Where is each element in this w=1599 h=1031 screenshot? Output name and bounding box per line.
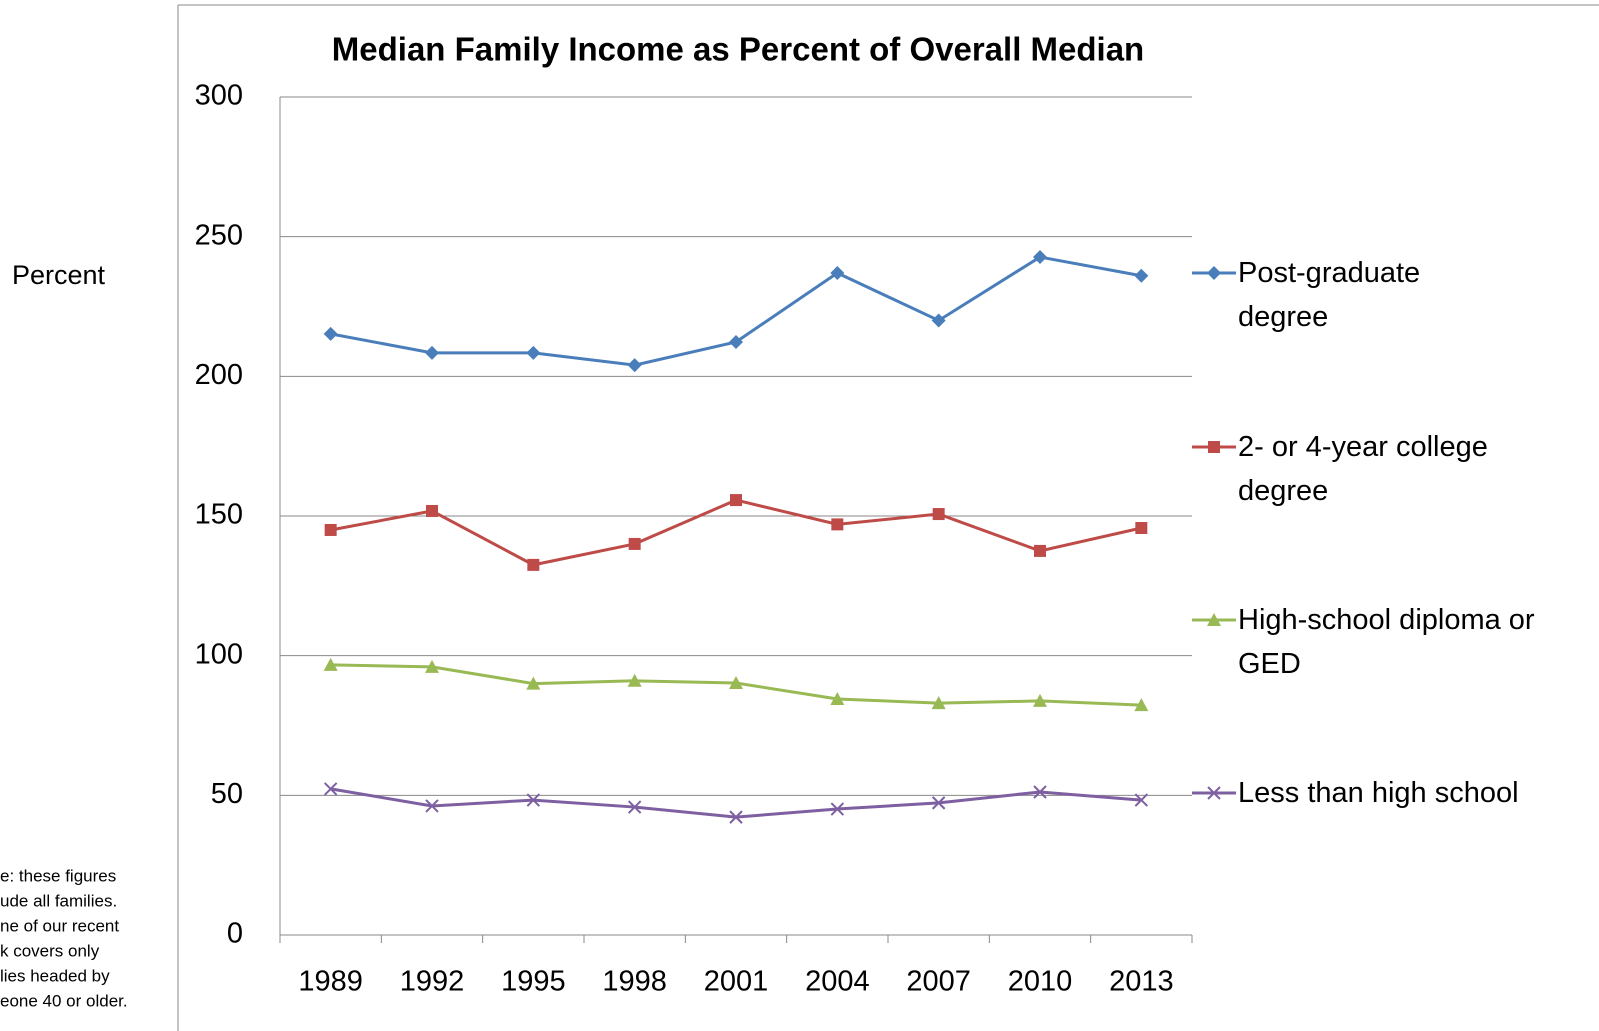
- y-tick-label: 100: [195, 638, 243, 670]
- marker: [729, 334, 743, 349]
- marker: [729, 810, 743, 824]
- y-tick-label: 150: [195, 499, 243, 531]
- chart-title: Median Family Income as Percent of Overa…: [332, 31, 1144, 68]
- marker: [831, 518, 844, 531]
- y-tick-label: 300: [195, 80, 243, 112]
- marker: [425, 345, 439, 360]
- x-tick-label: 2010: [1008, 966, 1073, 998]
- series-line: [330, 787, 1142, 819]
- marker: [830, 691, 845, 705]
- x-tick-label: 1995: [501, 966, 566, 998]
- marker: [1207, 613, 1221, 626]
- marker: [527, 558, 540, 571]
- marker: [1033, 693, 1047, 707]
- x-tick-label: 2004: [805, 966, 870, 998]
- y-tick-label: 250: [195, 219, 243, 251]
- x-tick-label: 2013: [1109, 966, 1174, 998]
- marker: [426, 504, 438, 517]
- marker: [931, 313, 946, 328]
- marker: [830, 802, 845, 816]
- marker: [730, 494, 742, 507]
- marker: [932, 508, 945, 521]
- marker: [425, 659, 439, 673]
- marker: [526, 676, 541, 690]
- marker: [931, 796, 946, 810]
- marker: [1134, 793, 1149, 807]
- marker: [1134, 698, 1149, 712]
- series-line: [330, 498, 1142, 567]
- marker: [1207, 786, 1221, 800]
- marker: [627, 800, 642, 814]
- note-line: k covers only: [0, 941, 100, 960]
- marker: [323, 657, 338, 671]
- legend-label: High-school diploma or GED: [1238, 604, 1535, 680]
- x-tick-label: 2007: [906, 966, 971, 998]
- marker: [323, 782, 338, 796]
- marker: [324, 523, 337, 536]
- marker: [627, 358, 642, 373]
- marker: [1033, 785, 1047, 799]
- note-line: lies headed by: [0, 966, 110, 985]
- marker: [1207, 266, 1221, 280]
- marker: [1033, 250, 1047, 265]
- y-tick-label: 50: [211, 778, 243, 810]
- note-line: ude all families.: [0, 891, 117, 910]
- x-tick-label: 1998: [602, 966, 667, 998]
- note-line: e: these figures: [0, 866, 116, 885]
- y-axis-label: Percent: [12, 260, 106, 290]
- marker: [1034, 544, 1046, 557]
- marker: [627, 673, 642, 687]
- marker: [1134, 268, 1149, 283]
- marker: [931, 696, 946, 710]
- marker: [323, 326, 338, 341]
- x-tick-label: 2001: [704, 966, 769, 998]
- note-line: eone 40 or older.: [0, 991, 128, 1010]
- marker: [1208, 441, 1220, 453]
- marker: [830, 265, 845, 280]
- note-line: ne of our recent: [0, 916, 119, 935]
- marker: [526, 793, 541, 807]
- marker: [628, 537, 641, 550]
- marker: [425, 799, 439, 813]
- marker: [729, 676, 743, 690]
- y-tick-label: 200: [195, 359, 243, 391]
- legend-label: 2- or 4-year college degree: [1238, 431, 1488, 507]
- x-tick-label: 1992: [400, 966, 465, 998]
- y-tick-label: 0: [227, 918, 243, 950]
- x-tick-label: 1989: [298, 966, 363, 998]
- marker: [1135, 522, 1148, 535]
- legend-label: Post-graduate degree: [1238, 257, 1421, 333]
- legend-label: Less than high school: [1238, 777, 1519, 809]
- marker: [526, 345, 541, 360]
